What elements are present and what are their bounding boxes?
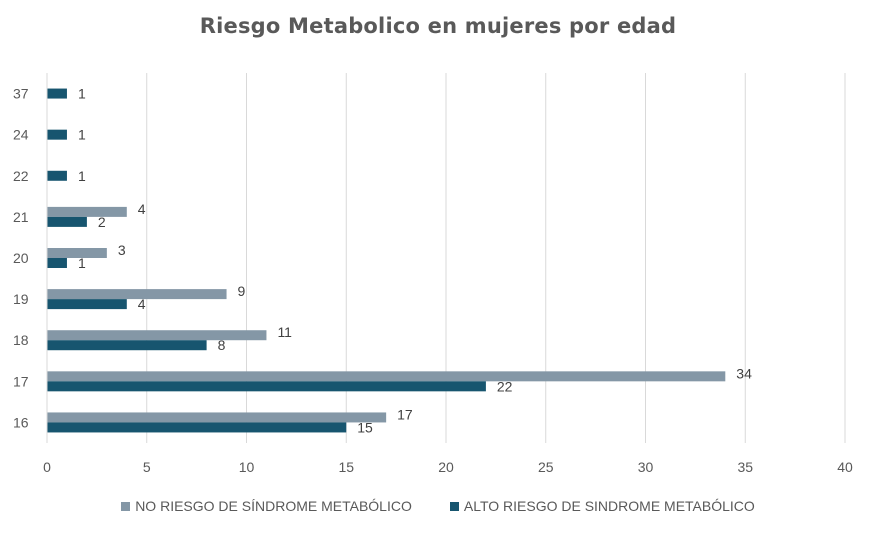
data-label: 3 [118,242,126,258]
legend-label: ALTO RIESGO DE SINDROME METABÓLICO [463,498,755,514]
legend-swatch [121,501,131,511]
data-label: 4 [138,296,146,312]
data-label: 11 [277,324,292,340]
x-tick-label: 5 [143,459,151,475]
data-label: 15 [357,419,373,435]
data-label: 1 [78,168,86,184]
legend: NO RIESGO DE SÍNDROME METABÓLICO ALTO RI… [0,498,876,514]
x-tick-label: 0 [43,459,51,475]
chart-title: Riesgo Metabolico en mujeres por edad [199,14,677,38]
bar-no-riesgo [47,371,726,382]
y-tick-label: 22 [13,168,29,184]
x-tick-label: 10 [239,459,255,475]
x-tick-label: 30 [638,459,654,475]
bar-no-riesgo [47,206,127,217]
y-tick-label: 17 [13,373,29,389]
y-tick-label: 19 [13,291,29,307]
legend-item-no-riesgo: NO RIESGO DE SÍNDROME METABÓLICO [121,498,412,514]
y-tick-label: 18 [13,332,29,348]
bar-no-riesgo [47,330,267,341]
data-label: 8 [218,337,226,353]
x-tick-label: 25 [538,459,554,475]
data-label: 9 [238,283,246,299]
bar-alto-riesgo [47,216,87,227]
legend-label: NO RIESGO DE SÍNDROME METABÓLICO [135,498,412,514]
bar-no-riesgo [47,412,387,423]
data-label: 1 [78,255,86,271]
data-label: 4 [138,201,146,217]
data-label: 1 [78,86,86,102]
bar-no-riesgo [47,289,227,300]
x-tick-label: 20 [438,459,454,475]
bar-alto-riesgo [47,258,67,268]
bar-alto-riesgo [47,340,207,351]
data-label: 1 [78,127,86,143]
bar-alto-riesgo [47,381,486,392]
bar-alto-riesgo [47,88,67,99]
bar-alto-riesgo [47,299,127,310]
data-label: 2 [98,214,106,230]
x-tick-label: 40 [837,459,853,475]
bar-no-riesgo [47,248,107,258]
x-tick-label: 15 [338,459,354,475]
data-label: 22 [497,378,513,394]
data-label: 17 [397,406,413,422]
y-tick-label: 21 [13,209,29,225]
data-label: 34 [736,365,752,381]
x-tick-label: 35 [737,459,753,475]
bar-alto-riesgo [47,170,67,181]
legend-item-alto-riesgo: ALTO RIESGO DE SINDROME METABÓLICO [449,498,755,514]
y-tick-label: 37 [13,86,29,102]
bar-alto-riesgo [47,129,67,140]
legend-swatch [449,501,459,511]
y-tick-label: 24 [13,127,29,143]
y-tick-label: 16 [13,414,29,430]
bar-alto-riesgo [47,422,347,433]
y-tick-label: 20 [13,250,29,266]
